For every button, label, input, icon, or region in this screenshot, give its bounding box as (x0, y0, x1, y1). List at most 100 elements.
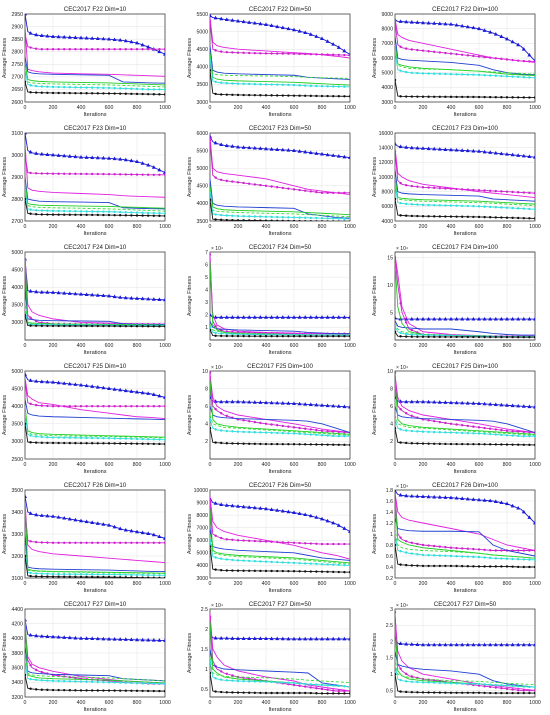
dot-marker (163, 88, 165, 91)
triangle-marker (292, 315, 296, 319)
triangle-marker (280, 508, 285, 513)
dot-marker (135, 405, 139, 408)
y-tick-label: 1.6 (386, 499, 393, 505)
triangle-marker (336, 45, 341, 49)
series-line (210, 414, 350, 436)
dot-marker (253, 691, 256, 695)
dot-marker (51, 688, 55, 692)
dot-marker (79, 324, 83, 328)
dot-marker (29, 571, 32, 575)
dot-marker (449, 52, 453, 55)
dot-marker (91, 541, 94, 544)
dot-marker (113, 86, 116, 90)
x-tick-label: 800 (318, 343, 327, 349)
series-line (395, 615, 535, 691)
dot-marker (517, 685, 520, 688)
dot-marker (220, 334, 223, 338)
dot-marker (135, 48, 139, 51)
dot-marker (236, 569, 240, 572)
y-tick-label: 3000 (11, 320, 23, 326)
triangle-marker (118, 295, 123, 299)
dot-marker (421, 543, 425, 547)
triangle-marker (325, 518, 330, 523)
dot-marker (500, 74, 503, 78)
dot-marker (113, 173, 116, 176)
dot-marker (315, 562, 318, 566)
dot-marker (147, 325, 150, 328)
dot-marker (522, 565, 525, 569)
dot-marker (210, 545, 212, 548)
triangle-marker (112, 387, 117, 391)
series-layer (210, 253, 350, 338)
dot-marker (74, 573, 77, 576)
dot-marker (477, 215, 481, 219)
dot-marker (102, 436, 105, 440)
triangle-marker (213, 140, 218, 145)
triangle-marker (101, 293, 106, 298)
series-layer (395, 17, 535, 99)
dot-marker (505, 206, 509, 209)
x-tick-label: 1000 (529, 462, 541, 468)
dot-marker (395, 543, 397, 547)
dot-marker (119, 48, 122, 51)
dot-marker (68, 209, 72, 213)
triangle-marker (320, 403, 324, 407)
triangle-marker (51, 634, 55, 639)
series-line (395, 657, 535, 686)
series-line (395, 379, 535, 435)
dot-marker (51, 575, 55, 578)
dot-marker (500, 428, 503, 432)
dot-marker (522, 685, 525, 688)
dot-marker (410, 71, 413, 75)
dot-marker (214, 331, 217, 335)
y-tick-label: 6000 (381, 204, 393, 210)
triangle-marker (101, 155, 106, 160)
y-tick-label: 2600 (11, 100, 23, 106)
x-tick-label: 200 (234, 700, 243, 706)
triangle-marker (449, 642, 453, 647)
triangle-marker (426, 146, 431, 151)
dot-marker (326, 570, 329, 574)
dot-marker (405, 332, 408, 336)
triangle-marker (79, 382, 83, 387)
y-axis-exponent: × 10⁴ (211, 246, 223, 252)
y-tick-label: 6 (205, 404, 208, 410)
chart-panel: 0 200 400 600 800 100032003400360038004000420… (2, 601, 171, 713)
x-tick-label: 800 (318, 105, 327, 111)
dot-marker (85, 680, 88, 683)
y-tick-label: 4000 (381, 219, 393, 225)
dot-marker (320, 683, 324, 687)
dot-marker (236, 333, 240, 336)
y-axis-label: Average Fitness (2, 276, 8, 317)
x-tick-label: 0 (209, 462, 212, 468)
triangle-marker (28, 149, 33, 154)
dot-marker (511, 96, 514, 99)
triangle-marker (135, 637, 139, 642)
series-layer (210, 496, 350, 574)
dot-marker (522, 434, 525, 438)
x-tick-label: 800 (503, 105, 512, 111)
dot-marker (494, 428, 497, 431)
dot-marker (533, 691, 535, 695)
triangle-marker (314, 515, 319, 519)
dot-marker (231, 214, 234, 217)
triangle-marker (258, 400, 263, 404)
plot-frame (394, 251, 536, 341)
dot-marker (102, 575, 105, 578)
x-tick-label: 200 (49, 700, 58, 706)
dot-marker (505, 429, 509, 433)
dot-marker (343, 570, 346, 574)
triangle-marker (493, 499, 498, 503)
dot-marker (225, 558, 228, 561)
dot-marker (248, 93, 251, 97)
chart-title: CEC2017 F23 Dim=100 (432, 125, 498, 132)
series-line (210, 136, 350, 196)
triangle-marker (34, 32, 39, 37)
chart-title: CEC2017 F22 Dim=100 (432, 6, 498, 13)
dot-marker (248, 691, 251, 694)
triangle-marker (101, 385, 106, 390)
dot-marker (119, 87, 122, 90)
triangle-marker (398, 19, 403, 23)
series-line (395, 35, 535, 76)
dot-marker (225, 81, 228, 85)
